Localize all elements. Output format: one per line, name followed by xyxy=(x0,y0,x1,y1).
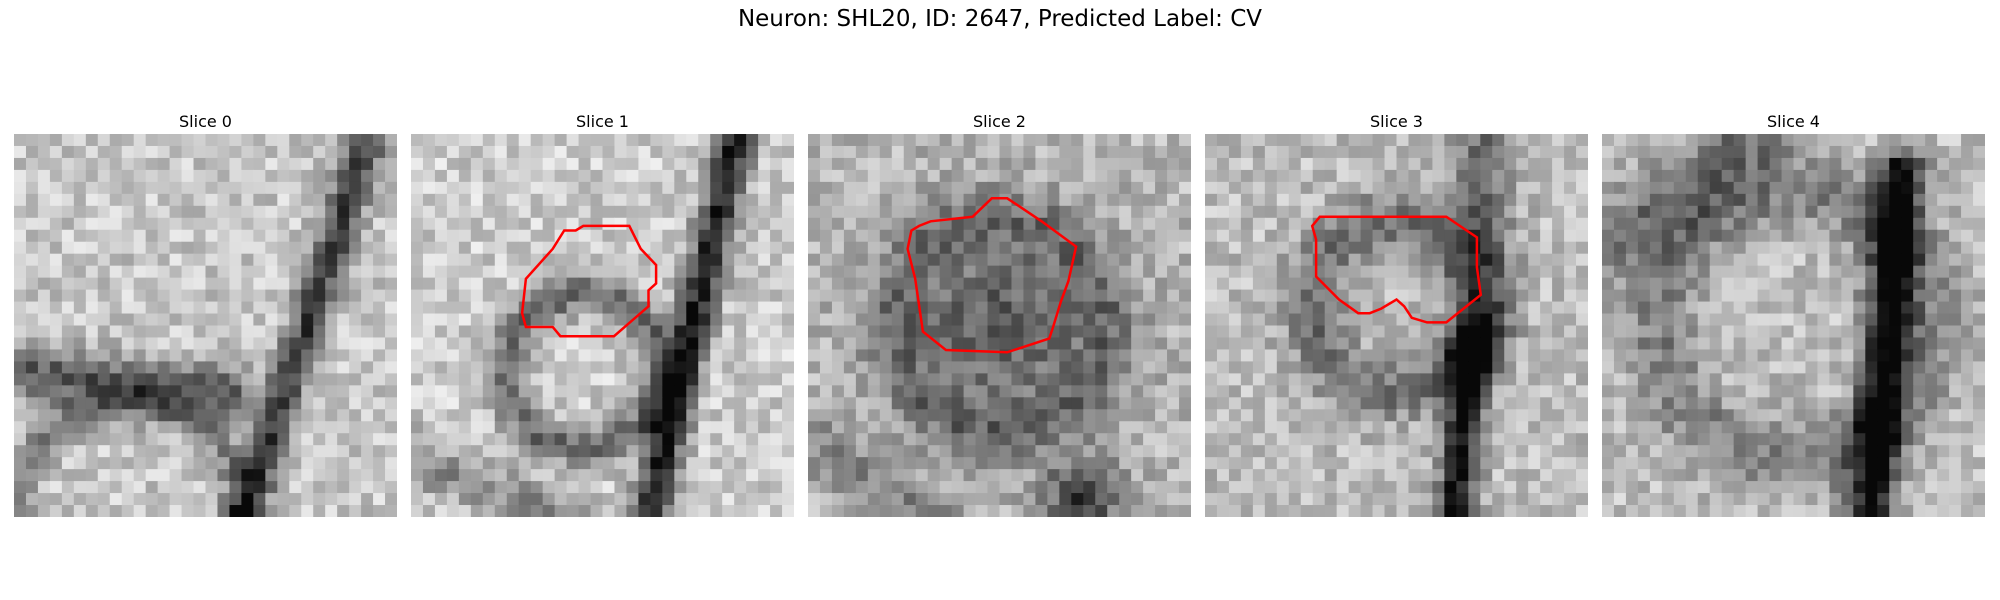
slice-panel-0: Slice 0 xyxy=(14,110,397,517)
pixel-grid xyxy=(14,134,397,517)
slice-panel-1: Slice 1 xyxy=(411,110,794,517)
slice-image xyxy=(14,134,397,517)
pixel-grid xyxy=(808,134,1191,517)
pixel-grid xyxy=(411,134,794,517)
slice-panel-2: Slice 2 xyxy=(808,110,1191,517)
slice-title: Slice 1 xyxy=(576,112,629,131)
pixel-grid xyxy=(1602,134,1985,517)
slice-title: Slice 3 xyxy=(1370,112,1423,131)
slice-image xyxy=(411,134,794,517)
slice-panel-3: Slice 3 xyxy=(1205,110,1588,517)
slice-image xyxy=(1602,134,1985,517)
slice-image xyxy=(808,134,1191,517)
slice-panel-4: Slice 4 xyxy=(1602,110,1985,517)
pixel-grid xyxy=(1205,134,1588,517)
segmentation-contour xyxy=(520,224,658,338)
figure-title: Neuron: SHL20, ID: 2647, Predicted Label… xyxy=(737,6,1263,32)
segmentation-contour xyxy=(906,197,1078,354)
slice-image xyxy=(1205,134,1588,517)
slice-title: Slice 0 xyxy=(179,112,232,131)
slice-title: Slice 2 xyxy=(973,112,1026,131)
segmentation-contour xyxy=(1310,215,1483,324)
slice-title: Slice 4 xyxy=(1767,112,1820,131)
